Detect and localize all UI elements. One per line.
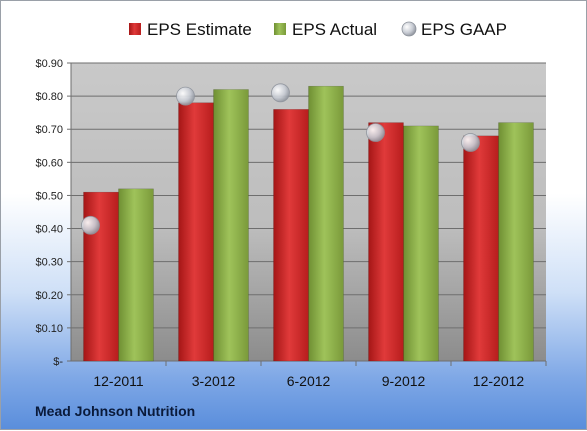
bar-eps-actual	[118, 188, 154, 362]
y-tick-label: $-	[53, 356, 63, 368]
x-tick-label: 9-2012	[382, 373, 426, 389]
legend-swatch	[274, 23, 286, 35]
bar-eps-actual	[403, 125, 439, 362]
marker-eps-gaap	[271, 83, 290, 103]
bar-eps-actual	[498, 122, 534, 362]
plot-area: $- $0.10 $0.20 $0.30 $0.40 $0.50 $0.60 $0.70 $0.…	[35, 58, 547, 389]
bar-eps-estimate	[273, 109, 309, 362]
y-tick-label: $0.90	[35, 58, 63, 70]
marker-eps-gaap	[81, 215, 100, 235]
y-tick-label: $0.70	[35, 124, 63, 136]
bar-eps-estimate	[463, 135, 499, 362]
legend-label: EPS Actual	[292, 20, 377, 39]
y-tick-label: $0.10	[35, 323, 63, 335]
y-tick-label: $0.40	[35, 224, 63, 236]
bar-eps-estimate	[368, 122, 404, 362]
y-tick-label: $0.50	[35, 190, 63, 202]
x-tick-label: 12-2011	[93, 373, 144, 389]
y-tick-label: $0.60	[35, 157, 63, 169]
legend-swatch	[129, 23, 141, 35]
bar-eps-actual	[308, 85, 344, 362]
y-tick-label: $0.20	[35, 290, 63, 302]
y-tick-label: $0.30	[35, 257, 63, 269]
bar-eps-estimate	[178, 102, 214, 362]
marker-eps-gaap	[176, 86, 195, 106]
x-tick-label: 12-2012	[473, 373, 525, 389]
x-tick-label: 3-2012	[192, 373, 236, 389]
marker-eps-gaap	[461, 133, 480, 152]
legend-swatch	[401, 21, 417, 37]
marker-eps-gaap	[366, 123, 385, 142]
bar-eps-actual	[213, 89, 249, 362]
legend-label: EPS Estimate	[147, 20, 252, 39]
company-name: Mead Johnson Nutrition	[35, 403, 196, 419]
x-tick-label: 6-2012	[287, 373, 331, 389]
legend-label: EPS GAAP	[421, 20, 507, 39]
y-tick-label: $0.80	[35, 91, 63, 103]
legend: EPS Estimate EPS Actual EPS GAAP	[129, 20, 507, 39]
